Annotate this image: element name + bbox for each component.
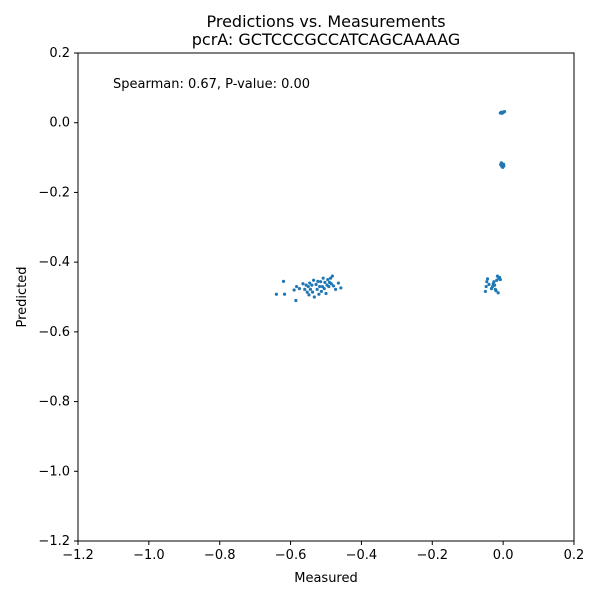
data-point bbox=[307, 293, 311, 297]
data-point bbox=[306, 284, 310, 289]
x-tick-label: −1.2 bbox=[62, 548, 94, 563]
plot-frame bbox=[77, 52, 575, 542]
data-point bbox=[281, 279, 286, 283]
data-point bbox=[321, 276, 325, 280]
data-point bbox=[282, 292, 287, 296]
data-point bbox=[326, 277, 330, 282]
data-point bbox=[308, 281, 312, 285]
data-point bbox=[492, 280, 496, 284]
data-point bbox=[498, 277, 502, 282]
data-point bbox=[312, 278, 316, 282]
data-point bbox=[487, 282, 491, 287]
data-point bbox=[330, 274, 334, 278]
data-point bbox=[308, 287, 313, 291]
x-tick-label: 0.2 bbox=[564, 548, 585, 563]
x-tick-label: −0.8 bbox=[204, 548, 236, 563]
data-point bbox=[502, 109, 507, 114]
data-point bbox=[312, 295, 316, 299]
y-tick-label: −0.4 bbox=[38, 255, 70, 270]
data-point bbox=[297, 287, 302, 291]
data-point bbox=[322, 287, 326, 291]
y-tick-label: −0.8 bbox=[38, 395, 70, 410]
data-point bbox=[495, 278, 499, 282]
data-point bbox=[483, 289, 488, 294]
x-tick-label: −0.6 bbox=[275, 548, 307, 563]
x-tick-label: −1.0 bbox=[133, 548, 165, 563]
x-axis-label: Measured bbox=[294, 571, 358, 586]
y-tick-label: 0.0 bbox=[49, 116, 70, 131]
data-point bbox=[339, 286, 343, 290]
data-point bbox=[494, 289, 498, 293]
data-point bbox=[329, 282, 333, 286]
data-point bbox=[305, 290, 309, 294]
chart-title: Predictions vs. Measurements bbox=[206, 12, 445, 31]
data-point bbox=[310, 290, 315, 294]
x-tick-label: 0.0 bbox=[493, 548, 514, 563]
y-axis-label: Predicted bbox=[15, 266, 30, 327]
data-point bbox=[314, 282, 318, 287]
x-axis-ticks: −1.2 −1.0 −0.8 −0.6 −0.4 −0.2 0.0 0.2 bbox=[62, 541, 584, 563]
data-point bbox=[320, 284, 325, 289]
data-point bbox=[331, 284, 336, 288]
y-tick-label: 0.2 bbox=[49, 46, 70, 61]
data-point bbox=[315, 287, 319, 291]
data-point bbox=[319, 289, 323, 294]
data-points bbox=[274, 109, 507, 303]
y-tick-label: −1.2 bbox=[38, 534, 70, 549]
data-point bbox=[292, 288, 296, 292]
data-point bbox=[317, 292, 321, 296]
data-point bbox=[327, 284, 331, 289]
x-tick-label: −0.2 bbox=[416, 548, 448, 563]
spearman-annotation: Spearman: 0.67, P-value: 0.00 bbox=[113, 77, 310, 92]
chart-subtitle: pcrA: GCTCCCGCCATCAGCAAAAG bbox=[192, 30, 461, 49]
y-tick-label: −0.6 bbox=[38, 325, 70, 340]
data-point bbox=[319, 280, 323, 284]
data-point bbox=[324, 291, 328, 296]
data-point bbox=[502, 164, 506, 168]
data-point bbox=[323, 280, 327, 284]
data-point bbox=[301, 282, 305, 286]
data-point bbox=[485, 280, 489, 284]
data-point bbox=[303, 287, 307, 291]
data-point bbox=[274, 292, 278, 296]
data-point bbox=[485, 277, 490, 281]
data-point bbox=[336, 281, 340, 285]
data-point bbox=[318, 284, 322, 289]
y-tick-label: −1.0 bbox=[38, 464, 70, 479]
data-point bbox=[329, 276, 333, 280]
data-point bbox=[310, 283, 314, 287]
data-point bbox=[316, 279, 320, 283]
x-tick-label: −0.4 bbox=[346, 548, 378, 563]
data-point bbox=[484, 284, 488, 289]
y-axis-ticks: −1.2 −1.0 −0.8 −0.6 −0.4 −0.2 0.0 0.2 bbox=[38, 46, 78, 549]
data-point bbox=[294, 298, 298, 303]
y-tick-label: −0.2 bbox=[38, 185, 70, 200]
data-point bbox=[496, 291, 500, 295]
data-point bbox=[333, 287, 338, 291]
data-point bbox=[493, 283, 497, 287]
data-point bbox=[294, 284, 299, 289]
